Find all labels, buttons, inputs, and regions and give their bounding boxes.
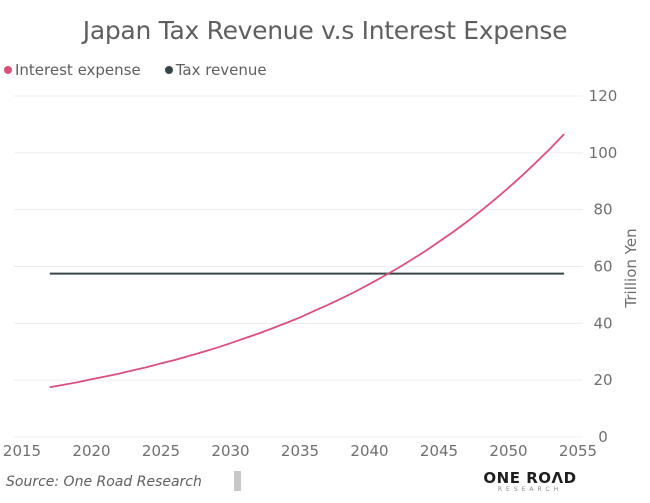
legend-marker-tax-revenue <box>164 66 173 74</box>
legend-item-tax-revenue[interactable]: Tax revenue <box>164 61 267 79</box>
y-tick-label: 80 <box>593 201 612 219</box>
x-tick-label: 2050 <box>489 442 527 460</box>
legend: Interest expense Tax revenue <box>4 61 267 79</box>
series-lines <box>49 133 565 389</box>
legend-marker-interest-expense <box>4 66 12 74</box>
gridlines <box>14 95 583 438</box>
x-axis-ticks: 2015 2020 2025 2030 2035 2040 2045 2050 2055 <box>3 442 597 460</box>
logo-main-text: ONE ROΛD <box>483 469 577 487</box>
legend-label-tax-revenue: Tax revenue <box>175 61 267 79</box>
legend-item-interest-expense[interactable]: Interest expense <box>4 61 141 79</box>
source-note: Source: One Road Research <box>6 474 202 490</box>
x-tick-label: 2055 <box>559 442 597 460</box>
x-tick-label: 2045 <box>420 442 458 460</box>
scrollbar-thumb[interactable] <box>234 471 241 491</box>
chart-title: Japan Tax Revenue v.s Interest Expense <box>82 16 568 45</box>
x-tick-label: 2035 <box>281 442 319 460</box>
one-road-logo: ONE ROΛD RESEARCH <box>480 470 580 494</box>
y-axis-ticks: 0 20 40 60 80 100 120 <box>589 87 618 446</box>
logo-sub-text: RESEARCH <box>497 486 563 493</box>
y-tick-label: 20 <box>593 371 612 389</box>
series-line-interest-expense[interactable] <box>49 133 565 389</box>
y-tick-label: 40 <box>593 314 612 332</box>
y-tick-label: 100 <box>589 144 618 162</box>
x-tick-label: 2020 <box>72 442 110 460</box>
y-tick-label: 0 <box>598 428 608 446</box>
legend-label-interest-expense: Interest expense <box>15 61 141 79</box>
y-tick-label: 120 <box>589 87 618 105</box>
x-tick-label: 2040 <box>350 442 388 460</box>
y-axis-label: Trillion Yen <box>622 228 640 308</box>
x-tick-label: 2025 <box>142 442 180 460</box>
y-tick-label: 60 <box>593 258 612 276</box>
x-tick-label: 2015 <box>3 442 41 460</box>
x-tick-label: 2030 <box>211 442 249 460</box>
